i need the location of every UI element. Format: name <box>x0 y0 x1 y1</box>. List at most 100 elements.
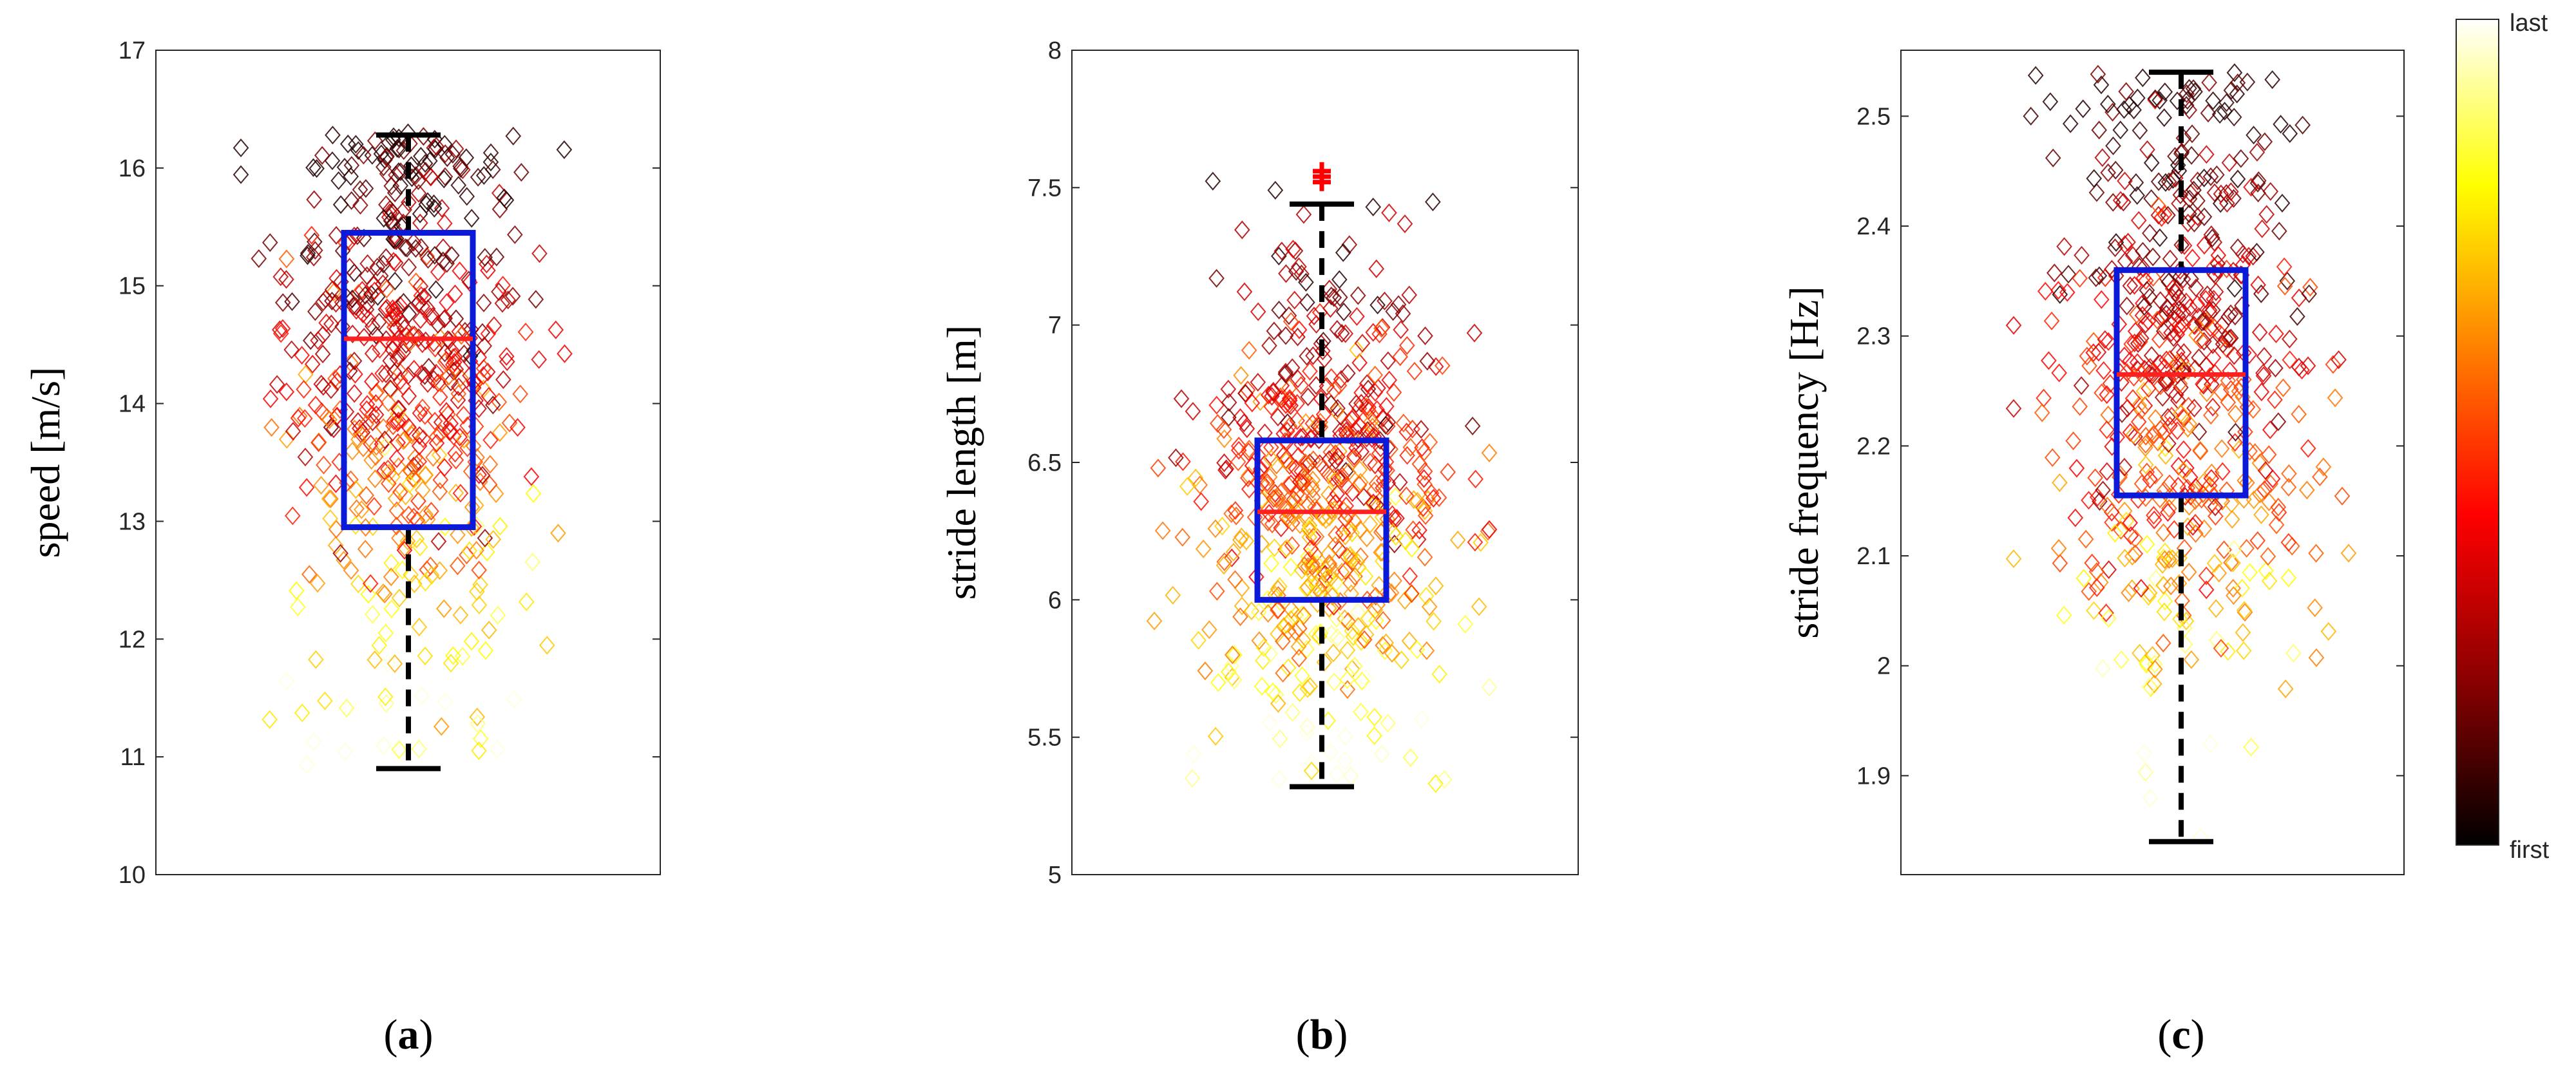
scatter-point-b-77 <box>1464 416 1481 436</box>
scatter-point-a-113 <box>470 167 486 187</box>
scatter-point-b-499 <box>1216 556 1232 575</box>
scatter-point-b-271 <box>1346 512 1362 531</box>
scatter-point-b-542 <box>1326 596 1342 616</box>
scatter-point-b-463 <box>1281 395 1297 414</box>
scatter-point-c-484 <box>2095 659 2111 678</box>
scatter-point-c-382 <box>2099 420 2115 439</box>
scatter-point-b-358 <box>1406 361 1423 381</box>
scatter-point-c-174 <box>2142 470 2158 489</box>
scatter-point-a-45 <box>348 135 364 154</box>
scatter-point-a-433 <box>388 229 405 249</box>
scatter-point-a-37 <box>444 246 460 265</box>
scatter-point-b-393 <box>1259 590 1276 609</box>
scatter-point-b-203 <box>1397 591 1413 610</box>
scatter-point-a-565 <box>461 541 478 560</box>
scatter-point-b-594 <box>1322 568 1339 587</box>
scatter-point-c-545 <box>2144 363 2161 382</box>
y-tick-label-b-0: 5 <box>1048 862 1062 889</box>
scatter-point-a-515 <box>481 386 497 406</box>
scatter-point-c-49 <box>2243 737 2259 757</box>
scatter-point-b-321 <box>1305 488 1321 507</box>
scatter-point-a-26 <box>489 739 506 759</box>
scatter-point-a-618 <box>376 209 392 228</box>
scatter-point-c-455 <box>2229 169 2246 189</box>
scatter-point-c-218 <box>2295 115 2311 135</box>
scatter-point-b-335 <box>1260 512 1276 531</box>
scatter-point-b-363 <box>1264 515 1281 534</box>
scatter-point-c-90 <box>2075 569 2092 588</box>
scatter-point-a-123 <box>274 293 291 312</box>
scatter-point-c-12 <box>2250 171 2267 191</box>
scatter-point-c-604 <box>2195 374 2211 394</box>
scatter-point-b-330 <box>1353 442 1369 461</box>
scatter-point-c-117 <box>2023 106 2039 126</box>
scatter-point-b-42 <box>1208 582 1225 601</box>
scatter-point-c-389 <box>2280 477 2297 497</box>
scatter-point-b-469 <box>1426 489 1442 508</box>
scatter-point-c-406 <box>2141 677 2158 696</box>
scatter-point-c-533 <box>2191 348 2207 367</box>
scatter-point-a-321 <box>284 506 301 526</box>
scatter-point-b-15 <box>1208 395 1225 415</box>
scatter-point-b-205 <box>1337 609 1353 629</box>
scatter-point-c-133 <box>2226 63 2243 82</box>
scatter-point-c-376 <box>2275 378 2291 397</box>
scatter-point-c-544 <box>2213 639 2229 658</box>
scatter-point-b-355 <box>1449 530 1466 550</box>
scatter-point-a-421 <box>309 574 326 593</box>
scatter-point-a-274 <box>233 165 249 184</box>
scatter-point-b-312 <box>1263 397 1280 416</box>
y-tick-label-c-5: 2.4 <box>1856 213 1891 240</box>
scatter-point-c-361 <box>2192 441 2209 461</box>
scatter-point-c-77 <box>2284 536 2300 556</box>
scatter-point-c-429 <box>2182 298 2199 317</box>
scatter-point-b-403 <box>1288 609 1304 628</box>
scatter-point-b-315 <box>1344 483 1360 502</box>
scatter-point-c-51 <box>2094 290 2110 309</box>
scatter-point-b-153 <box>1351 460 1368 479</box>
scatter-point-b-148 <box>1481 443 1498 462</box>
scatter-point-a-579 <box>380 393 397 412</box>
scatter-point-c-103 <box>2154 388 2171 407</box>
scatter-point-c-80 <box>2223 553 2239 573</box>
scatter-point-a-478 <box>375 583 392 602</box>
scatter-point-b-296 <box>1174 527 1191 547</box>
scatter-point-c-270 <box>2340 544 2357 563</box>
scatter-point-b-598 <box>1283 600 1299 619</box>
scatter-point-a-473 <box>528 290 544 309</box>
scatter-point-c-214 <box>2206 554 2223 573</box>
scatter-point-a-135 <box>306 190 322 209</box>
scatter-point-c-24 <box>2056 605 2072 625</box>
scatter-point-b-120 <box>1240 468 1256 488</box>
scatter-point-c-438 <box>2084 553 2101 573</box>
scatter-point-b-486 <box>1236 282 1253 301</box>
scatter-point-c-546 <box>2181 204 2197 223</box>
scatter-point-b-386 <box>1205 171 1221 191</box>
scatter-point-a-235 <box>396 540 413 560</box>
scatter-point-a-508 <box>372 339 388 359</box>
scatter-point-a-240 <box>346 384 363 403</box>
scatter-point-c-158 <box>2052 285 2068 304</box>
scatter-point-b-139 <box>1330 399 1346 418</box>
scatter-point-b-181 <box>1270 408 1286 427</box>
scatter-point-a-285 <box>363 434 379 453</box>
scatter-point-a-472 <box>332 544 348 563</box>
y-ticks-c: 1.9 2 2.1 2.2 2.3 2.4 2.5 <box>1856 103 2404 790</box>
scatter-point-a-373 <box>410 328 427 347</box>
scatter-point-c-435 <box>2137 455 2154 475</box>
scatter-point-c-72 <box>2173 235 2190 254</box>
scatter-point-c-402 <box>2226 586 2242 605</box>
scatter-point-c-62 <box>2184 124 2200 144</box>
scatter-point-b-207 <box>1216 552 1233 571</box>
scatter-point-a-311 <box>339 135 356 154</box>
scatter-point-b-362 <box>1190 631 1207 650</box>
scatter-point-b-617 <box>1364 429 1380 448</box>
scatter-point-c-279 <box>2143 153 2160 173</box>
panel-label-b: (b) <box>1296 1011 1348 1058</box>
scatter-point-a-252 <box>364 317 381 336</box>
scatter-point-c-201 <box>2100 163 2117 182</box>
scatter-point-b-554 <box>1226 670 1243 690</box>
scatter-point-c-551 <box>2280 568 2297 587</box>
scatter-point-c-471 <box>2325 355 2342 374</box>
scatter-point-b-452 <box>1201 620 1217 640</box>
